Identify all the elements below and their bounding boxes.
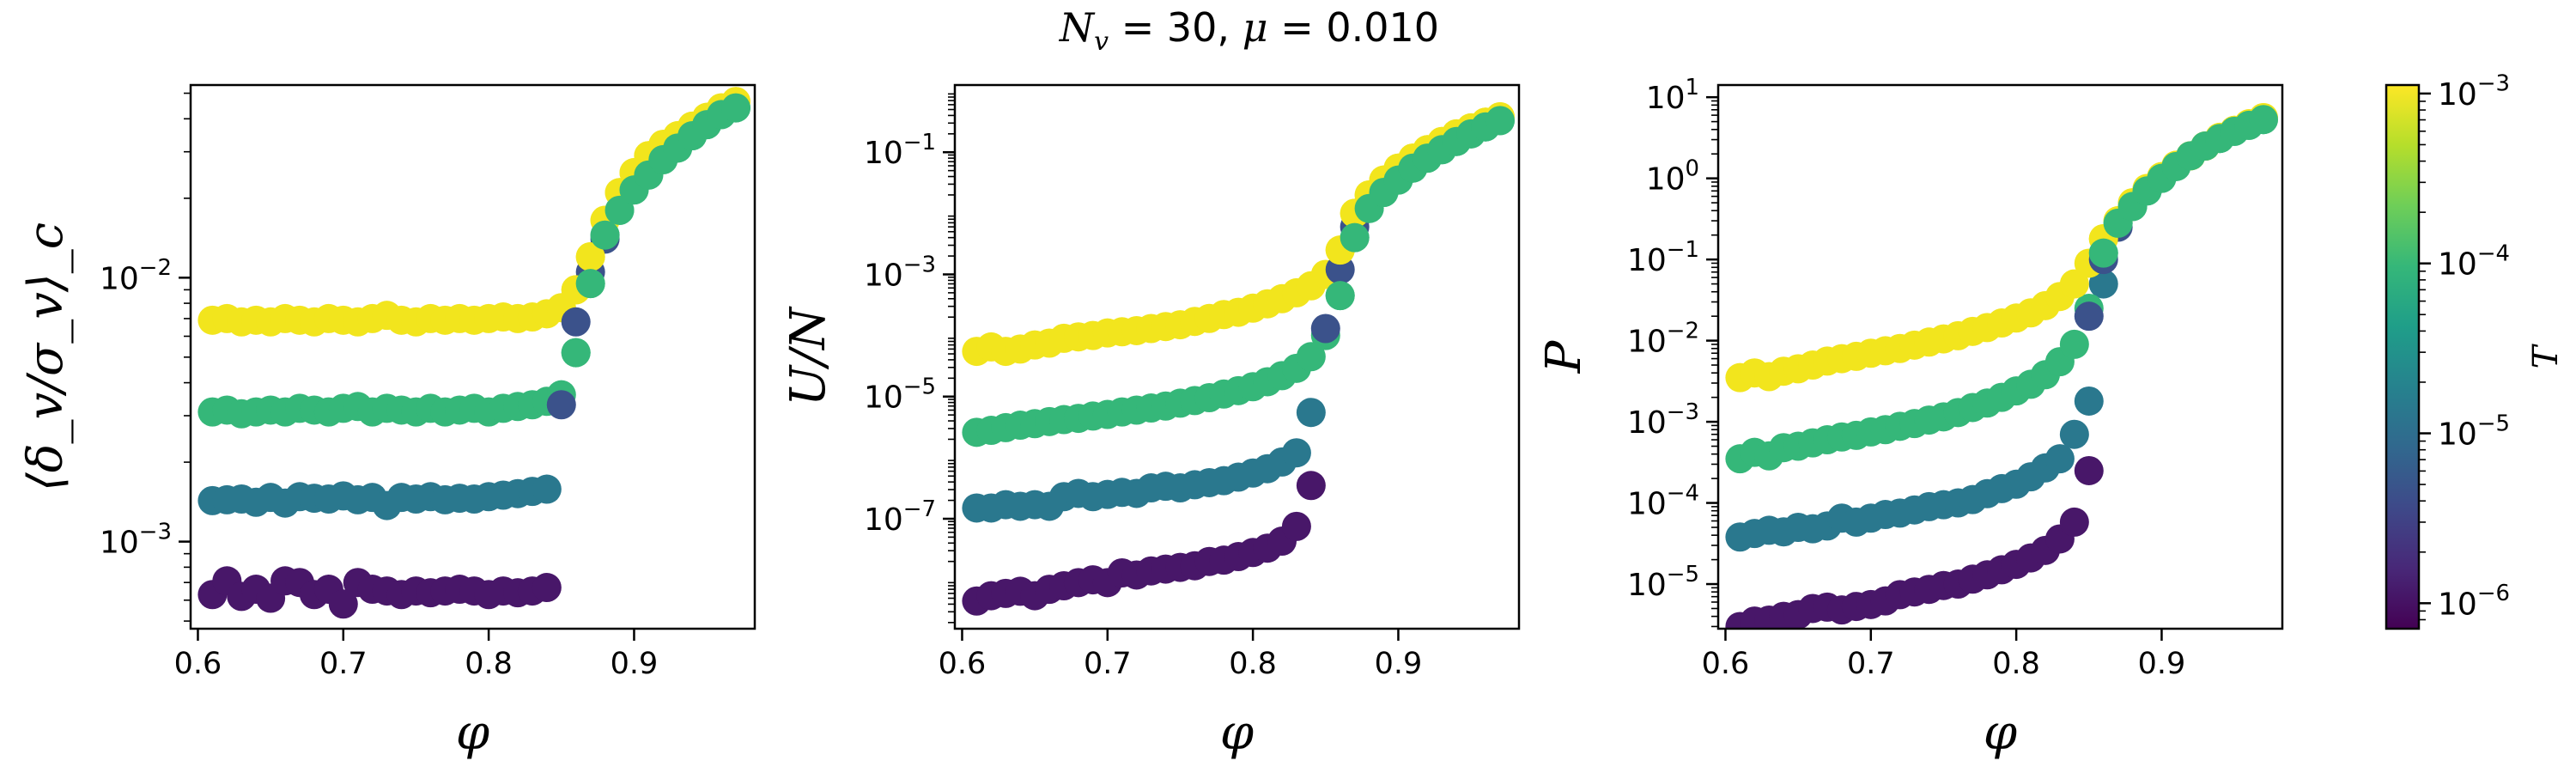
colorbar-gradient xyxy=(2385,83,2421,630)
y-tick-label: 100 xyxy=(1646,155,1699,197)
series-3-point xyxy=(1485,106,1515,136)
series-3-point xyxy=(561,338,591,368)
colorbar-tick-label: 10−4 xyxy=(2438,241,2510,283)
series-3-point xyxy=(605,195,635,225)
series-3-point xyxy=(2088,238,2118,268)
colorbar-tick-label: 10−5 xyxy=(2438,411,2510,452)
series-1-point xyxy=(328,589,358,619)
x-axis-label: φ xyxy=(456,705,489,761)
colorbar-tick-label: 10−3 xyxy=(2438,71,2510,113)
x-tick-label: 0.6 xyxy=(939,647,987,681)
axes-frame xyxy=(1716,83,2284,630)
x-tick-label: 0.9 xyxy=(1375,647,1423,681)
series-2-point xyxy=(532,474,562,504)
series-2-point xyxy=(1281,438,1311,468)
series-3-point xyxy=(2059,329,2089,359)
y-tick-label: 10−2 xyxy=(100,255,172,296)
y-tick-label: 101 xyxy=(1646,75,1699,116)
series-3-point xyxy=(2248,105,2278,135)
y-tick-label: 10−5 xyxy=(1627,562,1699,603)
series-1-point xyxy=(532,573,562,603)
series-2-point xyxy=(2088,269,2118,299)
y-tick-label: 10−3 xyxy=(864,252,936,293)
subplot-1: 0.6 0.7 0.8 0.9 10−2 10−3 φ ⟨δ_v/σ_v⟩_c xyxy=(18,83,756,761)
markers xyxy=(1725,102,2278,629)
series-2-point xyxy=(2059,419,2089,449)
x-tick-label: 0.6 xyxy=(1702,647,1750,681)
markers xyxy=(197,87,750,619)
series-3-point xyxy=(1296,342,1326,372)
series-4-point xyxy=(2059,269,2089,299)
y-tick-label: 10−2 xyxy=(1627,318,1699,359)
x-tick-label: 0.8 xyxy=(1992,647,2040,681)
series-2-point xyxy=(1296,398,1326,428)
extra-series-point xyxy=(2074,301,2104,332)
x-tick-label: 0.6 xyxy=(174,647,222,681)
series-3-point xyxy=(575,269,605,299)
y-tick-label: 10−1 xyxy=(864,130,936,171)
series-3-point xyxy=(720,93,750,123)
subplot-panels: 0.6 0.7 0.8 0.910−210−3φ⟨δ_v/σ_v⟩_c0.6 0.7 0.… xyxy=(18,75,2284,761)
extra-series-point xyxy=(561,307,591,337)
extra-series-point xyxy=(546,390,576,420)
x-axis-label: φ xyxy=(1220,705,1254,761)
colorbar-ticks: 10−3 10−4 10−5 10−6 xyxy=(2419,71,2510,622)
y-tick-label: 10−4 xyxy=(1627,480,1699,521)
y-axis-label: ⟨δ_v/σ_v⟩_c xyxy=(18,222,74,491)
y-tick-label: 10−5 xyxy=(864,374,936,416)
series-4-point xyxy=(575,241,605,271)
series-2-point xyxy=(2074,386,2104,416)
extra-series-point xyxy=(1310,313,1340,344)
series-3-point xyxy=(1325,281,1355,311)
y-axis-label: P xyxy=(1536,339,1592,374)
colorbar-label: T xyxy=(2526,343,2566,368)
y-axis-label: U/N xyxy=(781,306,836,406)
x-tick-label: 0.7 xyxy=(1847,647,1895,681)
x-tick-label: 0.8 xyxy=(465,647,513,681)
x-tick-label: 0.9 xyxy=(611,647,659,681)
markers xyxy=(962,101,1515,616)
y-tick-label: 10−3 xyxy=(100,519,172,560)
y-tick-label: 10−1 xyxy=(1627,237,1699,278)
series-1-point xyxy=(1281,511,1311,541)
series-2-point xyxy=(2044,444,2075,474)
colorbar-tick-label: 10−6 xyxy=(2438,581,2510,622)
x-axis-label: φ xyxy=(1984,705,2017,761)
x-tick-label: 0.8 xyxy=(1229,647,1277,681)
subplot-2: 0.6 0.7 0.8 0.9 10−1 10−3 10−5 10−7 φ U/N xyxy=(781,83,1521,761)
y-tick-label: 10−3 xyxy=(1627,399,1699,441)
x-tick-label: 0.9 xyxy=(2138,647,2186,681)
figure-suptitle: Nv = 30, μ = 0.010 xyxy=(1059,4,1439,57)
x-tick-label: 0.7 xyxy=(1084,647,1132,681)
series-1-point xyxy=(2074,455,2104,485)
colorbar: 10−3 10−4 10−5 10−6 T xyxy=(2385,71,2566,630)
subplot-3: 0.6 0.7 0.8 0.9 101 100 10−1 10−2 10−3 10−4 10−5 φ P xyxy=(1536,75,2284,761)
series-3-point xyxy=(590,220,620,250)
series-3-point xyxy=(1340,222,1370,253)
series-1-point xyxy=(2059,507,2089,537)
x-tick-label: 0.7 xyxy=(319,647,368,681)
y-tick-label: 10−7 xyxy=(864,496,936,538)
series-1-point xyxy=(1296,471,1326,501)
axes-frame xyxy=(953,83,1521,630)
